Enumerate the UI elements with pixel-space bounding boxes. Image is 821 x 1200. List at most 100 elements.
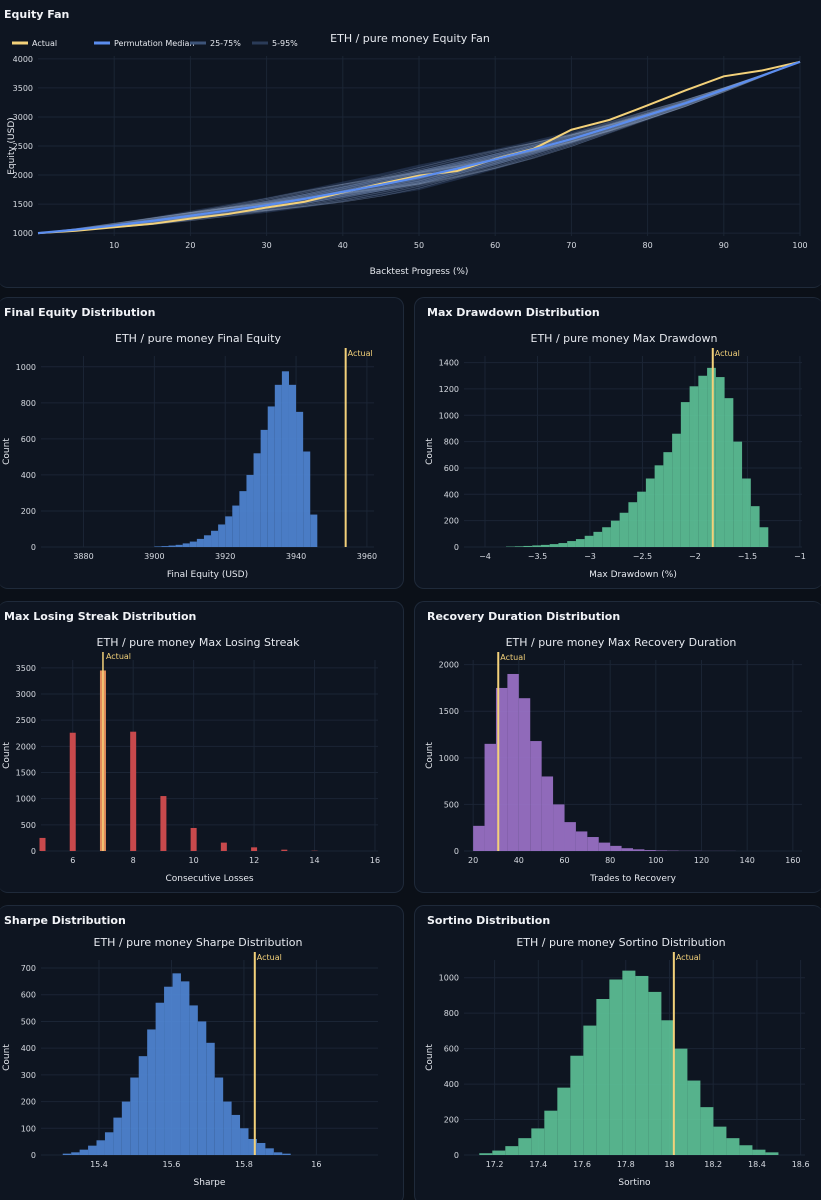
permutation-path [37, 61, 801, 234]
x-axis-label: Sortino [618, 1178, 651, 1188]
x-tick-label: 60 [559, 856, 569, 865]
final-equity-chart[interactable]: 3880 3900 3920 3940 3960 0 200 400 600 800 1000 ETH… [0, 298, 404, 589]
permutation-path [37, 61, 801, 234]
histogram-bar [505, 1146, 519, 1155]
histogram-bar [220, 842, 227, 851]
y-tick-label: 200 [444, 517, 459, 526]
y-tick-label: 600 [21, 435, 36, 444]
sortino-chart[interactable]: 17.2 17.4 17.6 17.8 18 18.2 18.4 18.6 0 200 400 600… [415, 906, 821, 1200]
y-tick-label: 700 [21, 964, 36, 973]
x-tick-label: 80 [643, 241, 653, 250]
y-tick-label: 3500 [13, 84, 33, 93]
histogram-bar [113, 1117, 122, 1155]
histogram-bar [303, 451, 311, 547]
y-tick-label: 1000 [439, 754, 459, 763]
histogram-bar [530, 741, 542, 851]
y-tick-label: 2500 [16, 716, 36, 725]
histogram-bar [239, 491, 247, 547]
y-tick-label: 400 [21, 1044, 36, 1053]
y-tick-label: 3500 [16, 664, 36, 673]
y-tick-label: 400 [444, 490, 459, 499]
legend-label: 25-75% [210, 39, 241, 48]
histogram-bar [473, 825, 485, 851]
histogram-bar [523, 545, 533, 547]
x-tick-label: 17.4 [529, 1160, 547, 1169]
histogram-bar [190, 827, 197, 851]
x-tick-label: 160 [785, 856, 800, 865]
sortino-panel: Sortino Distribution 17.2 17.4 17.6 17.8 18 1… [414, 905, 821, 1200]
histogram-bar [479, 1153, 493, 1155]
final-equity-panel: Final Equity Distribution 3880 3900 3920 39… [0, 297, 404, 589]
histogram-bar [206, 1042, 215, 1155]
x-tick-label: 3960 [357, 552, 377, 561]
x-tick-label: 3900 [144, 552, 164, 561]
histogram-bar [689, 386, 699, 547]
histogram-bar [514, 546, 524, 547]
actual-marker-label: Actual [500, 653, 525, 662]
histogram-bar [635, 975, 649, 1155]
chart-title: ETH / pure money Equity Fan [330, 32, 490, 45]
y-tick-label: 1000 [439, 974, 459, 983]
x-tick-label: −2.5 [633, 552, 652, 561]
x-tick-label: 90 [719, 241, 729, 250]
histogram-bar [564, 822, 576, 851]
histogram-bar [598, 842, 611, 851]
recovery-chart[interactable]: 20 40 60 80 100 120 140 160 0 500 1000 1500 2000 ETH … [415, 602, 821, 893]
panel-title: Equity Fan [4, 8, 70, 21]
y-tick-label: 0 [31, 1151, 36, 1160]
histogram-bar [553, 804, 565, 851]
histogram-bar [310, 514, 318, 547]
x-tick-label: 20 [468, 856, 478, 865]
x-tick-label: −2 [689, 552, 701, 561]
x-tick-label: 10 [189, 856, 199, 865]
chart-title: ETH / pure money Sortino Distribution [516, 936, 725, 949]
histogram-bar [655, 850, 668, 851]
histogram-bar [583, 1025, 597, 1155]
max-drawdown-chart[interactable]: −4 −3.5 −3 −2.5 −2 −1.5 −1 0 200 400 600 800 1000 120… [415, 298, 821, 589]
max-drawdown-panel: Max Drawdown Distribution −4 −3.5 −3 −2.5 −2… [414, 297, 821, 589]
histogram-bar [575, 539, 585, 547]
histogram-bar [147, 1029, 156, 1155]
histogram-bar [96, 1140, 105, 1155]
histogram-bar [622, 970, 636, 1155]
chart-title: ETH / pure money Max Losing Streak [97, 636, 301, 649]
x-axis-label: Max Drawdown (%) [589, 570, 677, 580]
y-tick-label: 3000 [13, 113, 33, 122]
histogram-bar [724, 398, 734, 547]
chart-title: ETH / pure money Max Recovery Duration [506, 636, 737, 649]
x-tick-label: 17.6 [573, 1160, 591, 1169]
y-axis-label: Count [2, 1044, 12, 1071]
y-tick-label: 1500 [16, 769, 36, 778]
panel-title: Sortino Distribution [427, 914, 551, 927]
histogram-bar [273, 1152, 283, 1155]
y-tick-label: 200 [444, 1116, 459, 1125]
histogram-bar [584, 535, 594, 547]
histogram-bar [288, 384, 297, 547]
y-tick-label: 0 [454, 543, 459, 552]
y-axis-label: Count [425, 1044, 435, 1071]
histogram-bar [69, 732, 76, 851]
x-tick-label: 3880 [73, 552, 93, 561]
y-tick-label: 200 [21, 1098, 36, 1107]
histogram-bar [225, 516, 233, 547]
histogram-bar [602, 527, 611, 547]
x-tick-label: 16 [311, 1160, 321, 1169]
histogram-bar [518, 698, 531, 851]
equity-fan-chart[interactable]: 10 20 30 40 50 60 70 80 90 100 1000 1500 2000 2500 300… [0, 0, 821, 288]
histogram-bar [707, 367, 716, 547]
histogram-bar [168, 545, 176, 547]
x-tick-label: −1 [794, 552, 806, 561]
histogram-bar [549, 544, 559, 547]
sharpe-chart[interactable]: 15.4 15.6 15.8 16 0 100 200 300 400 500 600 700 ETH … [0, 906, 404, 1200]
y-tick-label: 1200 [439, 385, 459, 394]
x-tick-label: 10 [109, 241, 119, 250]
losing-streak-chart[interactable]: 6 8 10 12 14 16 0 500 1000 1500 2000 2500 3000 3500 ET… [0, 602, 404, 893]
x-tick-label: 50 [414, 241, 424, 250]
histogram-bar [609, 979, 623, 1155]
histogram-bar [672, 433, 681, 547]
histogram-bar [713, 1126, 727, 1155]
histogram-bar [742, 478, 751, 547]
x-tick-label: 15.8 [235, 1160, 253, 1169]
histogram-bar [492, 1150, 506, 1155]
histogram-bar [282, 1153, 291, 1155]
